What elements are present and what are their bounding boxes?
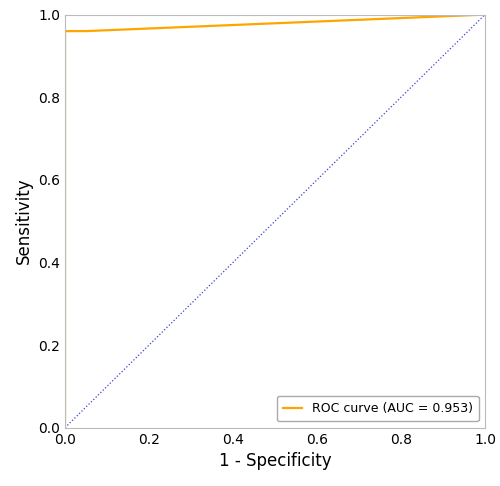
X-axis label: 1 - Specificity: 1 - Specificity (218, 452, 332, 470)
Y-axis label: Sensitivity: Sensitivity (14, 178, 32, 264)
Legend: ROC curve (AUC = 0.953): ROC curve (AUC = 0.953) (276, 396, 479, 421)
